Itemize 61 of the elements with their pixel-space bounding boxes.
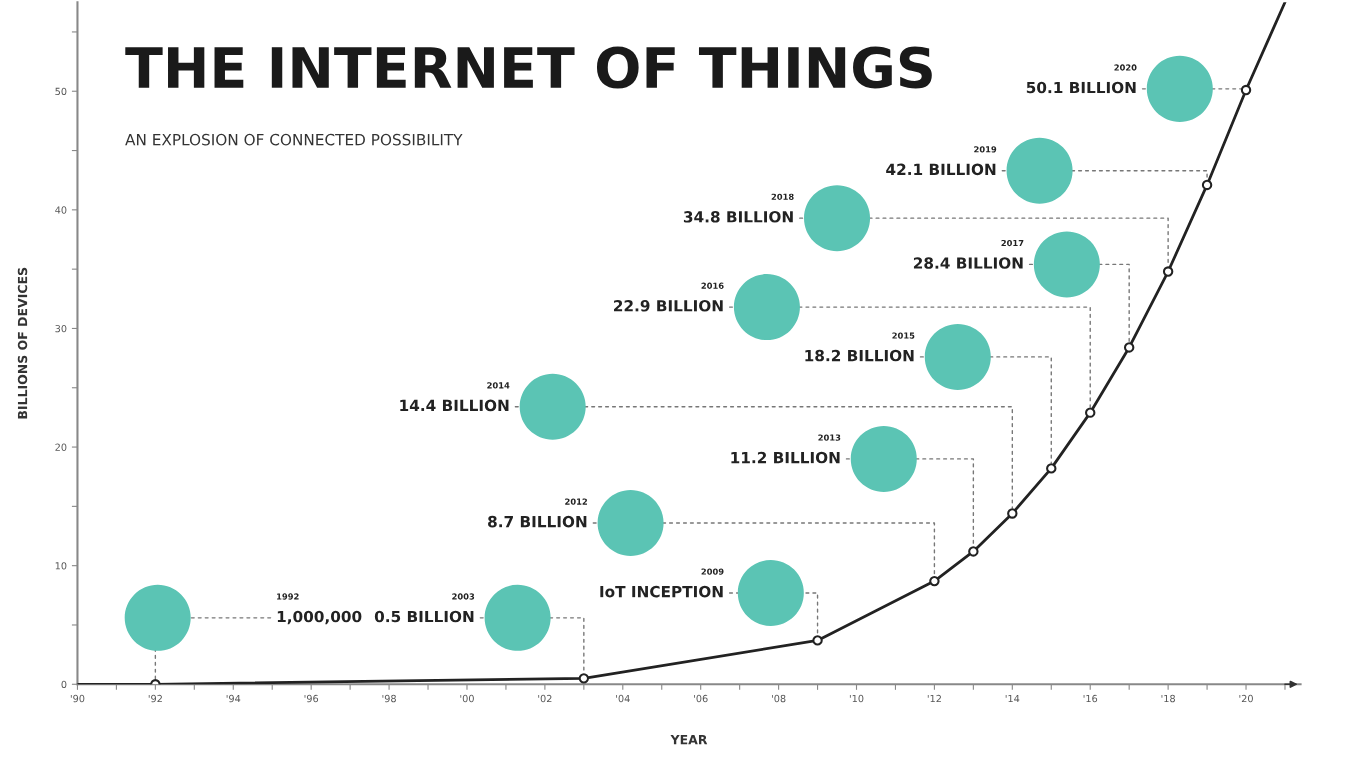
point — [1201, 179, 1213, 191]
point — [1162, 266, 1174, 277]
point — [968, 546, 979, 557]
annotation: 2003 — [452, 593, 475, 600]
annotation: 1992 — [277, 593, 299, 600]
y-tick-label: 10 — [55, 562, 67, 570]
x-tick-label: '12 — [927, 694, 941, 703]
x-tick-label: '14 — [1005, 694, 1020, 703]
annotation: 22.9 BILLION — [614, 299, 723, 312]
annotation: 28.4 BILLION — [913, 257, 1023, 269]
point — [1046, 463, 1057, 474]
x-tick-label: '06 — [694, 694, 708, 703]
point — [1007, 508, 1018, 519]
x-tick-label: '98 — [382, 694, 396, 703]
point — [1240, 84, 1252, 96]
annotation: 2015 — [892, 332, 915, 339]
x-tick-label: '18 — [1161, 694, 1175, 703]
annotation: 2020 — [1114, 64, 1137, 71]
x-tick-label: '92 — [148, 694, 162, 703]
annotation: 2017 — [1001, 239, 1024, 247]
annotation: 2009 — [701, 568, 724, 575]
annotation: 2019 — [974, 146, 997, 153]
x-tick-label: '96 — [304, 694, 319, 703]
annotation: 2012 — [565, 498, 588, 505]
annotation: 2016 — [701, 282, 724, 289]
x-tick-label: '00 — [460, 694, 474, 703]
annotation: 34.8 BILLION — [683, 211, 793, 223]
point — [1085, 407, 1096, 418]
x-tick-label: '04 — [616, 694, 630, 703]
annotation: 11.2 BILLION — [731, 451, 840, 464]
point — [1123, 342, 1135, 353]
x-tick-label: '10 — [849, 694, 864, 703]
annotation: 50.1 BILLION — [1026, 81, 1136, 94]
annotation: 18.2 BILLION — [805, 349, 914, 362]
annotation: 8.7 BILLION — [488, 515, 587, 528]
y-tick-label: 50 — [55, 87, 67, 96]
y-axis-title: BILLIONS OF DEVICES — [17, 267, 28, 419]
annotation: 2014 — [487, 382, 510, 389]
annotation: 42.1 BILLION — [886, 163, 996, 176]
y-tick-label: 20 — [55, 443, 67, 451]
annotation: IoT INCEPTION — [600, 585, 723, 598]
y-tick-label: 0 — [61, 680, 67, 689]
annotation: 2013 — [818, 434, 841, 441]
point — [812, 635, 823, 646]
x-tick-label: '02 — [538, 694, 552, 703]
x-tick-label: '16 — [1083, 694, 1098, 703]
annotation: 14.4 BILLION — [400, 399, 509, 412]
point — [929, 575, 940, 587]
x-axis-title: YEAR — [670, 735, 708, 745]
text: THE INTERNET OF THINGS — [125, 46, 932, 89]
annotation: 0.5 BILLION — [374, 610, 474, 623]
x-tick-label: '08 — [772, 694, 786, 703]
annotation: 2018 — [771, 193, 794, 200]
annotation: 1,000,000 — [277, 610, 362, 625]
x-tick-label: '94 — [226, 694, 241, 703]
text: AN EXPLOSION OF CONNECTED POSSIBILITY — [125, 133, 463, 146]
x-tick-label: '20 — [1239, 694, 1253, 703]
y-tick-label: 30 — [55, 324, 67, 333]
x-tick-label: '90 — [70, 694, 85, 703]
point — [578, 673, 590, 684]
y-tick-label: 40 — [55, 206, 67, 214]
